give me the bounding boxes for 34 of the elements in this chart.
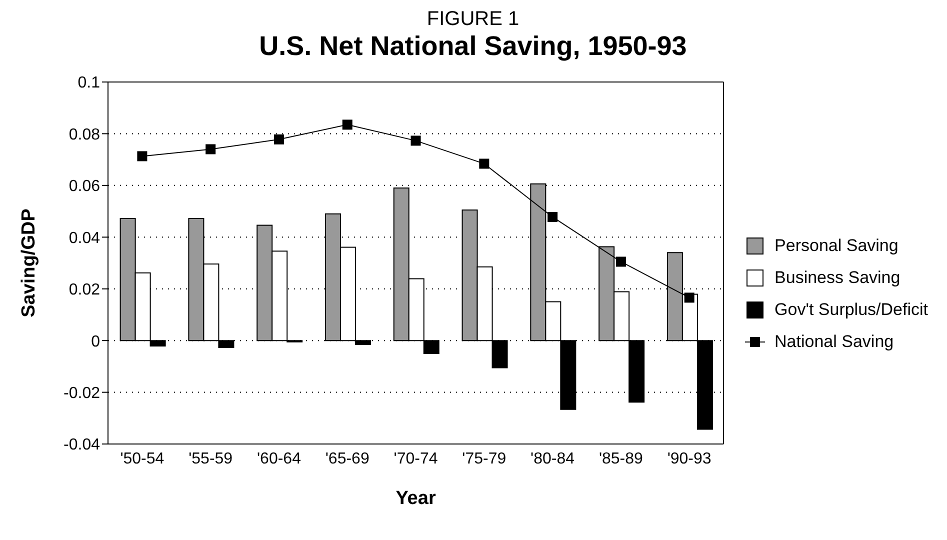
point (274, 134, 284, 144)
y-tick-label: -0.02 (64, 384, 100, 402)
point (410, 136, 421, 146)
x-tick-label: '60-64 (256, 450, 302, 468)
x-tick-label: '70-74 (394, 450, 438, 468)
y-tick-label: 0.02 (68, 282, 100, 299)
x-tick-label: '50-54 (120, 450, 164, 468)
y-axis-title: Saving/GDP (18, 208, 40, 318)
x-tick-label: '85-89 (598, 450, 644, 468)
x-tick-label: '75-79 (462, 450, 506, 468)
point (342, 120, 352, 130)
point (479, 158, 490, 169)
x-axis-title: Year (396, 488, 436, 509)
y-tick-label: 0.08 (68, 126, 100, 144)
x-tick-label: '90-93 (667, 450, 712, 468)
point (206, 144, 216, 154)
x-tick-label: '65-69 (325, 450, 370, 468)
y-tick-label: 0.1 (78, 74, 100, 92)
legend-label: Business Saving (774, 268, 900, 288)
point (548, 212, 558, 222)
legend-label: Gov't Surplus/Deficit (774, 300, 928, 320)
y-tick-label: 0.04 (68, 230, 100, 247)
point (684, 292, 694, 303)
legend-label: National Saving (774, 332, 894, 352)
point (616, 256, 626, 267)
y-tick-label: 0 (91, 333, 100, 350)
chart-subtitle: FIGURE 1 (426, 8, 520, 31)
chart-title: U.S. Net National Saving, 1950-93 (258, 31, 688, 62)
y-tick-label: -0.04 (64, 436, 100, 454)
point (137, 151, 148, 162)
x-tick-label: '55-59 (188, 450, 233, 468)
y-tick-label: 0.06 (68, 178, 100, 196)
legend-label: Personal Saving (774, 236, 898, 256)
x-tick-label: '80-84 (530, 450, 575, 468)
